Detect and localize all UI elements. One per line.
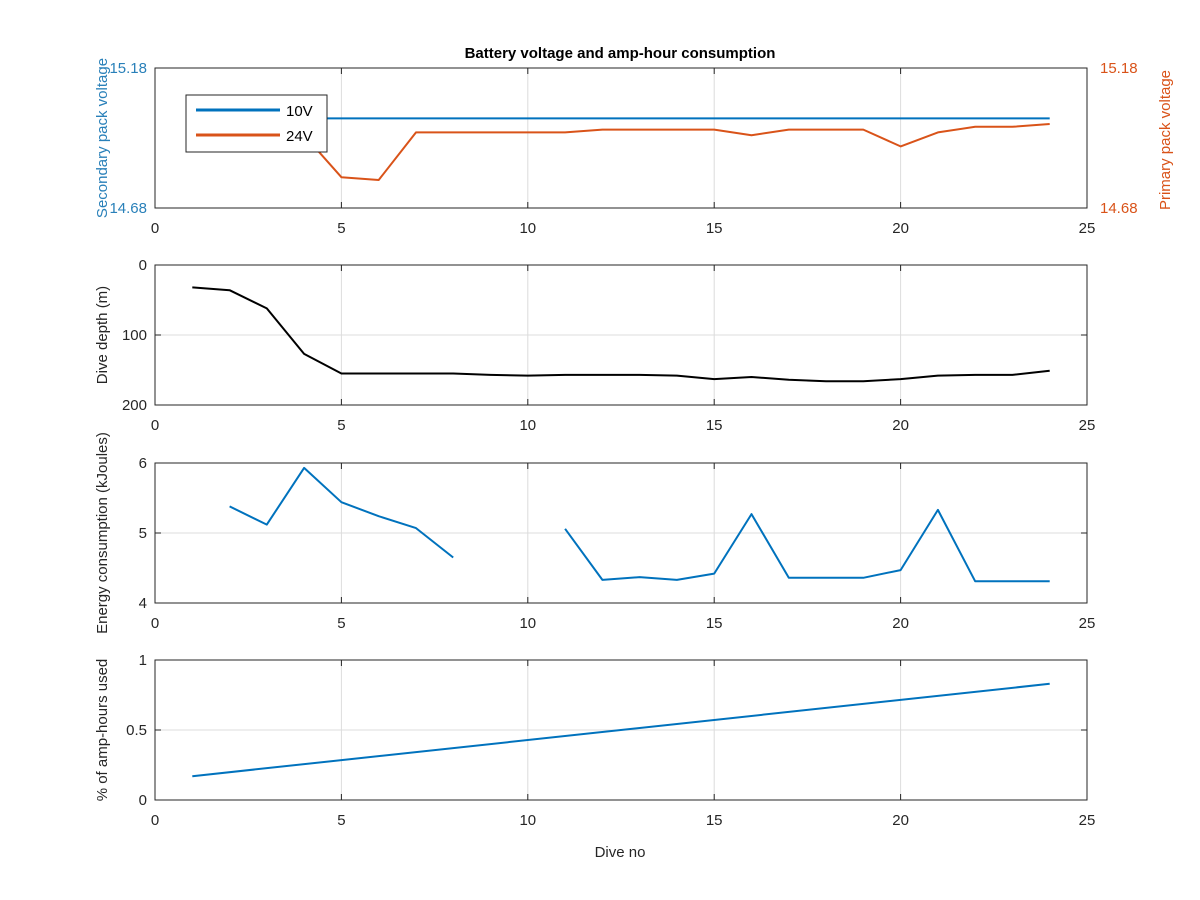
subplot-2: 0 5 10 15 20 25 0 100 200 Dive depth (m): [94, 257, 1095, 434]
x-tick-label: 20: [892, 615, 909, 632]
x-tick-label: 10: [519, 220, 536, 237]
x-tick-label: 15: [706, 220, 723, 237]
y-right-tick-label: 15.18: [1100, 60, 1138, 77]
x-tick-label: 20: [892, 220, 909, 237]
series-line-1: [192, 682, 1050, 778]
y-tick-label: 5: [139, 525, 147, 542]
x-tick-label: 5: [337, 812, 345, 829]
figure-title: Battery voltage and amp-hour consumption: [465, 45, 776, 62]
x-tick-label: 25: [1079, 220, 1096, 237]
x-tick-label: 25: [1079, 812, 1096, 829]
x-tick-label: 0: [151, 220, 159, 237]
y-tick-label: 200: [122, 397, 147, 414]
plot-area-frame: [154, 462, 1088, 604]
y-axis-label-right: Primary pack voltage: [1157, 70, 1174, 210]
series-line-1: [192, 286, 1050, 383]
y-axis-label: Dive depth (m): [94, 286, 111, 384]
subplot-3: 0 5 10 15 20 25 4 5 6 Energy consumption (kJoules…: [94, 432, 1095, 634]
y-axis-label: % of amp-hours used: [94, 659, 111, 802]
x-tick-label: 5: [337, 615, 345, 632]
series-line-2: [564, 508, 1050, 583]
y-right-tick-label: 14.68: [1100, 200, 1138, 217]
x-tick-label: 5: [337, 220, 345, 237]
series-line-24v: [303, 123, 1050, 181]
y-tick-label: 100: [122, 327, 147, 344]
subplot-4: 0 5 10 15 20 25 0 0.5 1 % of amp-hours used: [94, 652, 1095, 829]
x-tick-label: 0: [151, 812, 159, 829]
x-tick-label: 0: [151, 417, 159, 434]
y-tick-label: 0: [139, 792, 147, 809]
x-tick-label: 10: [519, 417, 536, 434]
y-tick-label: 14.68: [109, 200, 147, 217]
y-tick-label: 6: [139, 455, 147, 472]
y-axis-label: Secondary pack voltage: [94, 58, 111, 218]
x-tick-label: 15: [706, 417, 723, 434]
legend-box: [185, 94, 328, 153]
legend-label-24v: 24V: [286, 128, 313, 145]
plot-area-frame: [154, 659, 1088, 801]
subplots: 0 5 10 15 20 2514.6815.1814.6815.18Secondary …: [94, 58, 1174, 829]
y-tick-label: 0: [139, 257, 147, 274]
x-tick-label: 15: [706, 615, 723, 632]
subplot-1: 0 5 10 15 20 2514.6815.1814.6815.18Secondary …: [94, 58, 1174, 237]
y-tick-label: 15.18: [109, 60, 147, 77]
x-tick-label: 10: [519, 812, 536, 829]
y-tick-label: 0.5: [126, 722, 147, 739]
x-tick-label: 20: [892, 417, 909, 434]
y-axis-label: Energy consumption (kJoules): [94, 432, 111, 634]
legend-label-10v: 10V: [286, 103, 313, 120]
x-tick-label: 0: [151, 615, 159, 632]
x-tick-label: 5: [337, 417, 345, 434]
x-tick-label: 10: [519, 615, 536, 632]
y-tick-label: 1: [139, 652, 147, 669]
x-tick-label: 25: [1079, 615, 1096, 632]
x-axis-label: Dive no: [595, 844, 646, 861]
plot-area-frame: [154, 264, 1088, 406]
x-tick-label: 25: [1079, 417, 1096, 434]
x-tick-label: 20: [892, 812, 909, 829]
x-tick-label: 15: [706, 812, 723, 829]
series-line-1: [229, 466, 454, 559]
plot-area-frame: [154, 67, 1088, 209]
y-tick-label: 4: [139, 595, 147, 612]
